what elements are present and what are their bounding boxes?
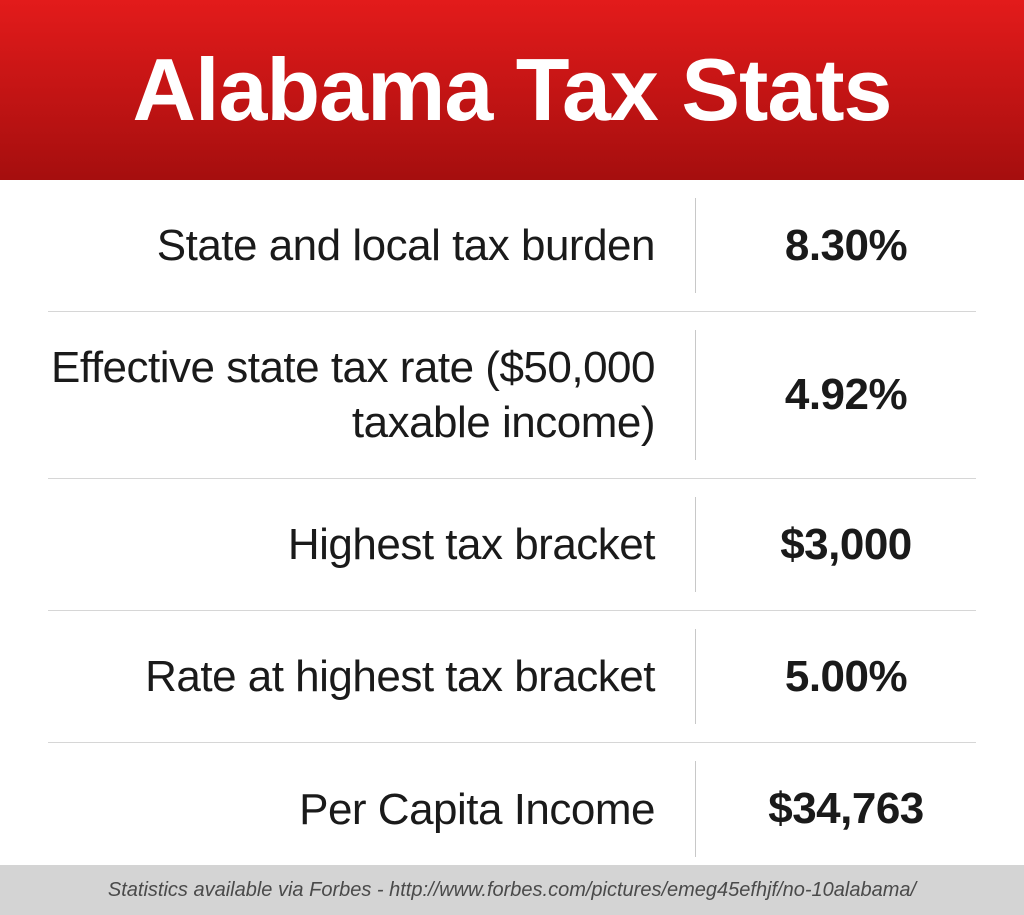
- stat-value: $34,763: [696, 784, 976, 834]
- stat-label: State and local tax burden: [48, 218, 695, 273]
- stat-label: Effective state tax rate ($50,000 taxabl…: [48, 340, 695, 450]
- stat-value: 8.30%: [696, 221, 976, 271]
- table-row: Rate at highest tax bracket 5.00%: [48, 611, 976, 743]
- page-title: Alabama Tax Stats: [132, 39, 891, 141]
- table-row: Highest tax bracket $3,000: [48, 479, 976, 611]
- table-row: Per Capita Income $34,763: [48, 743, 976, 875]
- header-banner: Alabama Tax Stats: [0, 0, 1024, 180]
- stat-value: 5.00%: [696, 652, 976, 702]
- stat-label: Rate at highest tax bracket: [48, 649, 695, 704]
- table-row: Effective state tax rate ($50,000 taxabl…: [48, 312, 976, 479]
- footer-text: Statistics available via Forbes - http:/…: [108, 879, 916, 902]
- stat-value: $3,000: [696, 520, 976, 570]
- stat-label: Per Capita Income: [48, 782, 695, 837]
- stat-label: Highest tax bracket: [48, 517, 695, 572]
- stats-table: State and local tax burden 8.30% Effecti…: [0, 180, 1024, 875]
- stat-value: 4.92%: [696, 370, 976, 420]
- table-row: State and local tax burden 8.30%: [48, 180, 976, 312]
- footer-attribution: Statistics available via Forbes - http:/…: [0, 865, 1024, 915]
